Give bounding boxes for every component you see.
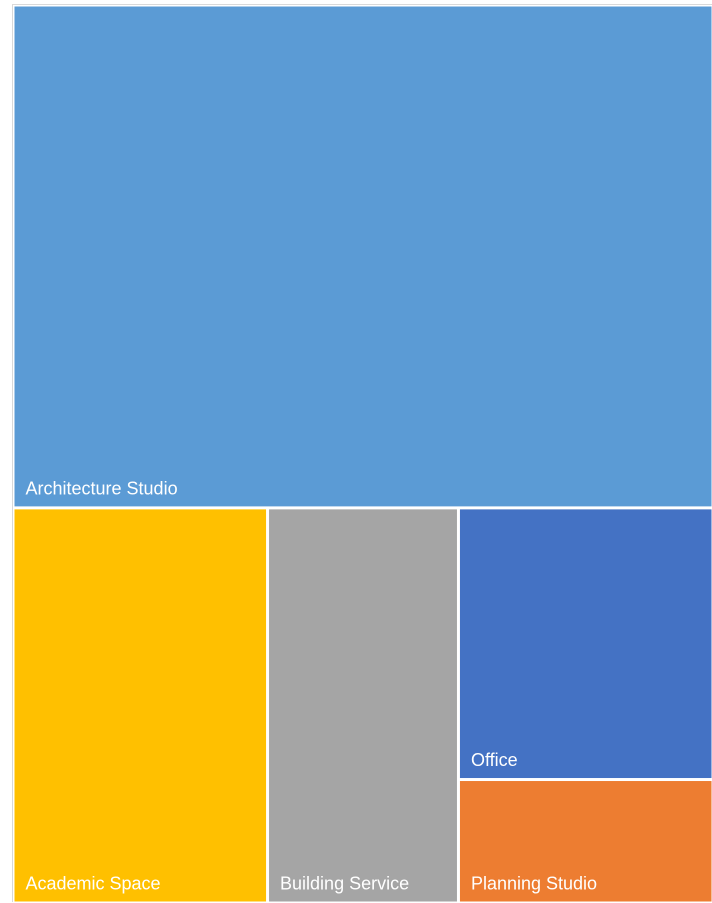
tile-rect-architecture-studio (14, 6, 712, 507)
tile-label-building-service: Building Service (280, 874, 409, 894)
tile-label-academic-space: Academic Space (26, 874, 161, 894)
treemap-chart: Architecture Studio Academic Space Buildin… (12, 4, 712, 902)
tile-office: Office (459, 509, 712, 779)
tile-label-planning-studio: Planning Studio (471, 874, 597, 894)
tile-academic-space: Academic Space (14, 509, 267, 902)
tile-label-architecture-studio: Architecture Studio (26, 478, 178, 498)
treemap-svg: Architecture Studio Academic Space Buildin… (14, 6, 712, 902)
tile-rect-office (459, 509, 712, 779)
tile-rect-planning-studio (459, 781, 712, 902)
tile-label-office: Office (471, 750, 518, 770)
tile-rect-academic-space (14, 509, 267, 902)
tile-building-service: Building Service (269, 509, 457, 902)
tile-rect-building-service (269, 509, 457, 902)
tile-architecture-studio: Architecture Studio (14, 6, 712, 507)
tile-planning-studio: Planning Studio (459, 781, 712, 902)
